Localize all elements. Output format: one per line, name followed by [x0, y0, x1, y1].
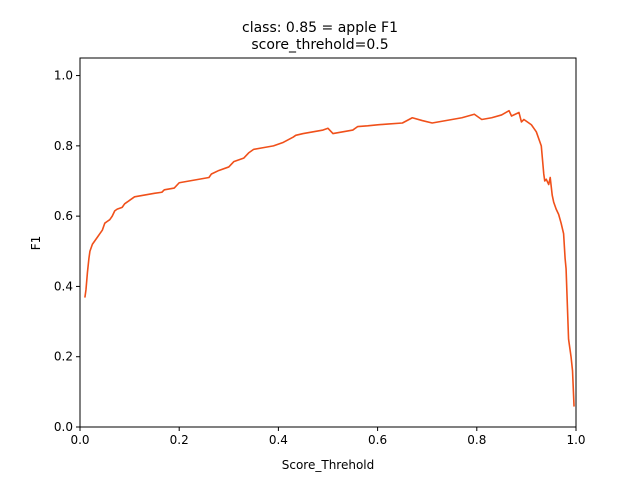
x-tick-label: 1.0: [566, 433, 585, 447]
y-tick-label: 0.0: [54, 420, 73, 434]
x-tick-label: 0.0: [70, 433, 89, 447]
x-axis-label: Score_Threhold: [282, 458, 375, 472]
y-tick-label: 0.6: [54, 209, 73, 223]
y-tick-label: 0.8: [54, 139, 73, 153]
x-tick-label: 0.6: [368, 433, 387, 447]
y-axis-label: F1: [29, 236, 43, 251]
x-tick-label: 0.4: [269, 433, 288, 447]
y-tick-label: 1.0: [54, 69, 73, 83]
x-tick-label: 0.8: [467, 433, 486, 447]
x-axis: 0.0 0.2 0.4 0.6 0.8 1.0: [70, 427, 586, 447]
plot-background: [80, 58, 576, 427]
chart-title: class: 0.85 = apple F1: [242, 20, 398, 36]
plot-area: [79, 57, 577, 428]
y-tick-label: 0.2: [54, 350, 73, 364]
series-line-0: [84, 109, 575, 407]
chart-subtitle: score_threhold=0.5: [251, 37, 388, 53]
plot-frame: [79, 57, 577, 428]
y-tick-label: 0.4: [54, 279, 73, 293]
y-axis: 0.0 0.2 0.4 0.6 0.8 1.0: [54, 69, 80, 434]
x-tick-label: 0.2: [170, 433, 189, 447]
series-layer: [84, 109, 575, 407]
